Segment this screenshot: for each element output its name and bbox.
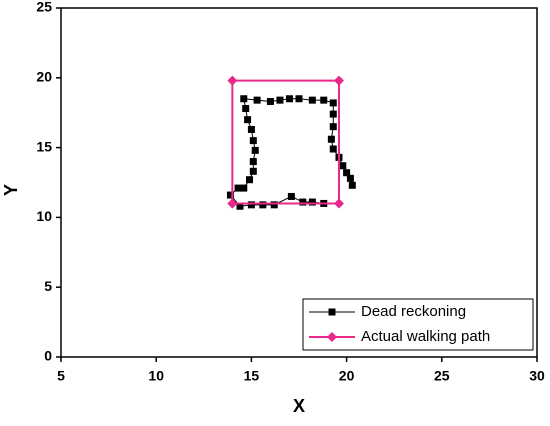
marker (346, 174, 354, 182)
marker (320, 96, 328, 104)
marker (249, 167, 257, 175)
marker (249, 137, 257, 145)
marker (270, 201, 278, 209)
x-tick-label: 20 (339, 368, 355, 384)
marker (240, 95, 248, 103)
marker (329, 123, 337, 131)
x-axis-label: X (293, 396, 305, 416)
marker (308, 198, 316, 206)
marker (253, 96, 261, 104)
legend-label: Dead reckoning (361, 303, 466, 320)
marker (247, 201, 255, 209)
marker (227, 75, 238, 86)
x-tick-label: 25 (434, 368, 450, 384)
y-tick-label: 25 (36, 0, 52, 15)
x-tick-label: 15 (244, 368, 260, 384)
y-tick-label: 15 (36, 138, 52, 154)
marker (226, 191, 234, 199)
marker (259, 201, 267, 209)
marker (308, 96, 316, 104)
marker (236, 202, 244, 210)
marker (348, 181, 356, 189)
marker (234, 184, 242, 192)
y-tick-label: 20 (36, 69, 52, 85)
marker (251, 146, 259, 154)
marker (339, 162, 347, 170)
marker (276, 96, 284, 104)
x-tick-label: 5 (57, 368, 65, 384)
plot-frame (60, 7, 538, 358)
marker (343, 169, 351, 177)
marker (242, 105, 250, 113)
marker (285, 95, 293, 103)
marker (299, 198, 307, 206)
y-axis-label: Y (1, 184, 21, 196)
marker (333, 198, 344, 209)
marker (328, 308, 336, 316)
legend-label: Actual walking path (361, 328, 490, 345)
marker (327, 135, 335, 143)
marker (240, 184, 248, 192)
marker (333, 75, 344, 86)
marker (287, 192, 295, 200)
marker (245, 176, 253, 184)
marker (244, 116, 252, 124)
marker (329, 99, 337, 107)
legend-box (302, 298, 534, 351)
x-tick-label: 30 (529, 368, 545, 384)
y-tick-label: 5 (44, 278, 52, 294)
x-tick-label: 10 (148, 368, 164, 384)
marker (295, 95, 303, 103)
y-tick-label: 10 (36, 208, 52, 224)
marker (249, 158, 257, 166)
marker (329, 145, 337, 153)
marker (329, 110, 337, 118)
marker (247, 125, 255, 133)
marker (266, 98, 274, 106)
marker (327, 332, 337, 342)
marker (227, 198, 238, 209)
y-tick-label: 0 (44, 348, 52, 364)
